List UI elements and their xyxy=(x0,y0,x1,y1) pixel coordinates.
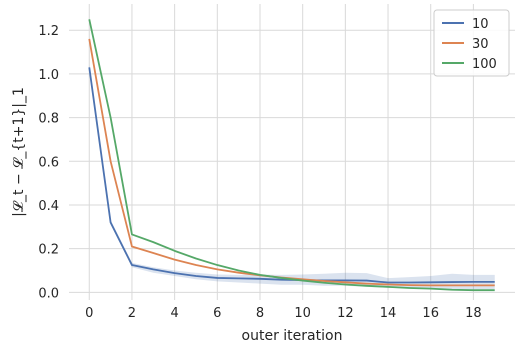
x-tick-label: 8 xyxy=(256,306,264,321)
y-tick-label: 1.0 xyxy=(38,68,59,83)
series-100-line xyxy=(88,19,495,292)
y-tick-label: 0.2 xyxy=(38,243,59,258)
x-tick-label: 18 xyxy=(465,306,482,321)
y-tick-labels: 0.0 0.2 0.4 0.6 0.8 1.0 1.2 xyxy=(38,24,59,301)
x-axis-label: outer iteration xyxy=(242,328,343,344)
x-tick-labels: 0 2 4 6 8 10 12 14 16 18 xyxy=(85,306,482,321)
legend-label-10: 10 xyxy=(472,17,489,32)
x-tick-label: 2 xyxy=(128,306,136,321)
legend-box xyxy=(433,9,510,77)
x-tick-label: 10 xyxy=(294,306,311,321)
x-tick-label: 14 xyxy=(380,306,397,321)
y-tick-label: 1.2 xyxy=(38,24,59,39)
y-axis-label: |𝓛_t − 𝓛_{t+1}|_1 xyxy=(11,87,27,217)
y-tick-label: 0.4 xyxy=(38,199,59,214)
x-tick-label: 4 xyxy=(170,306,178,321)
legend: 10 30 100 xyxy=(433,9,510,77)
x-tick-label: 12 xyxy=(337,306,354,321)
x-tick-label: 6 xyxy=(213,306,221,321)
x-tick-label: 16 xyxy=(422,306,439,321)
y-tick-label: 0.6 xyxy=(38,155,59,170)
legend-label-30: 30 xyxy=(472,37,489,52)
legend-label-100: 100 xyxy=(472,57,497,72)
x-tick-label: 0 xyxy=(85,306,93,321)
series-lines xyxy=(88,19,495,292)
grid xyxy=(69,4,515,300)
y-tick-label: 0.0 xyxy=(38,286,59,301)
y-tick-label: 0.8 xyxy=(38,112,59,127)
